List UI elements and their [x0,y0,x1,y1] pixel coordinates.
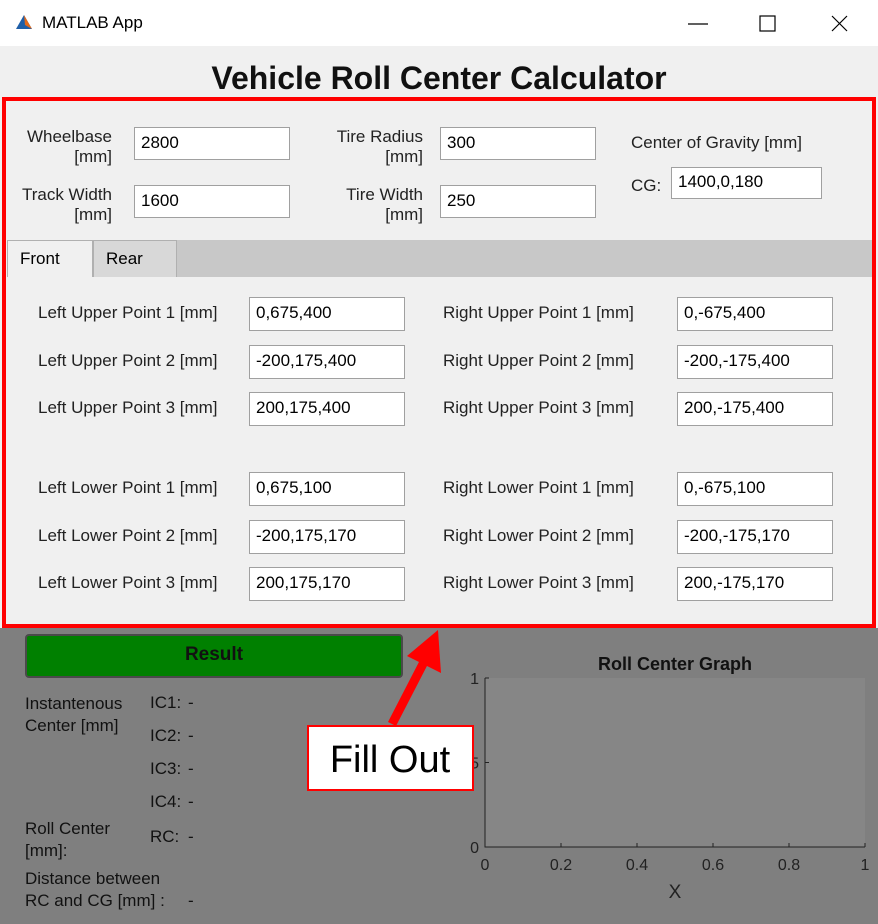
x-tick-label: 0.2 [550,857,572,874]
point-label: Left Upper Point 2 [mm] [38,351,218,370]
text-input[interactable]: 200,175,400 [249,392,405,426]
annotation-text: Fill Out [330,739,451,781]
point-label: Right Lower Point 1 [mm] [443,478,634,497]
field-label: Tire Width [346,185,423,204]
point-label: Right Upper Point 3 [mm] [443,398,634,417]
x-axis-label: X [669,882,682,903]
ic-value: - [188,759,194,778]
ic-value: - [188,726,194,745]
ic-name: IC3: [150,759,182,778]
text-input[interactable]: 200,175,170 [249,567,405,601]
app-title: Vehicle Roll Center Calculator [211,60,667,96]
distance-label: Distance between [25,869,161,888]
graph-title: Roll Center Graph [598,654,752,674]
ic-name: IC4: [150,792,182,811]
text-input[interactable]: 200,-175,400 [677,392,833,426]
text-input[interactable]: 1600 [134,185,290,218]
text-input[interactable]: 250 [440,185,596,218]
rc-label: Roll Center [25,819,111,838]
cg-label: CG: [631,176,662,195]
ic-value: - [188,693,194,712]
ic-name: IC1: [150,693,182,712]
text-input[interactable]: -200,-175,170 [677,520,833,554]
rc-label: [mm]: [25,841,68,860]
window-controls [688,15,848,32]
window-title: MATLAB App [42,13,143,32]
point-label: Right Lower Point 2 [mm] [443,526,634,545]
text-input[interactable]: 0,675,400 [249,297,405,331]
tab[interactable]: Rear [93,240,177,277]
x-tick-label: 0 [481,857,490,874]
x-tick-label: 0.6 [702,857,724,874]
title-bar: MATLAB App [0,0,878,46]
text-input[interactable]: 0,-675,400 [677,297,833,331]
point-label: Right Upper Point 1 [mm] [443,303,634,322]
cg-heading: Center of Gravity [mm] [631,133,802,152]
point-label: Left Lower Point 2 [mm] [38,526,218,545]
close-button[interactable] [831,15,848,32]
ic-name: IC2: [150,726,182,745]
tab[interactable]: Front [7,240,93,277]
point-label: Left Lower Point 1 [mm] [38,478,218,497]
text-input[interactable]: 2800 [134,127,290,160]
point-label: Left Lower Point 3 [mm] [38,573,218,592]
field-label: Wheelbase [26,127,112,146]
maximize-button[interactable] [759,15,776,32]
app-icon [16,15,32,29]
distance-label: RC and CG [mm] : [25,891,165,910]
point-label: Right Upper Point 2 [mm] [443,351,634,370]
annotation-box [307,725,474,791]
field-label: [mm] [385,205,423,224]
field-label: Track Width [21,185,112,204]
ic-label: Instantenous [25,694,123,713]
rc-name: RC: [150,827,180,846]
annotation-arrowhead [407,630,441,673]
y-tick-label: 1 [470,671,479,688]
result-button[interactable]: Result [25,634,403,678]
annotation-arrow [388,657,429,727]
field-label: Tire Radius [336,127,423,146]
field-label: [mm] [385,147,423,166]
highlight-frame [2,97,876,628]
text-input[interactable]: -200,175,400 [249,345,405,379]
distance-value: - [188,891,194,910]
text-input[interactable]: 0,-675,100 [677,472,833,506]
ic-value: - [188,792,194,811]
y-tick-label: 0 [470,840,479,857]
field-label: [mm] [74,147,112,166]
point-label: Left Upper Point 1 [mm] [38,303,218,322]
text-input[interactable]: -200,-175,400 [677,345,833,379]
text-input[interactable]: -200,175,170 [249,520,405,554]
x-tick-label: 1 [861,857,870,874]
x-tick-label: 0.4 [626,857,648,874]
field-label: [mm] [74,205,112,224]
point-label: Left Upper Point 3 [mm] [38,398,218,417]
text-input[interactable]: 200,-175,170 [677,567,833,601]
rc-value: - [188,827,194,846]
text-input[interactable]: 300 [440,127,596,160]
point-label: Right Lower Point 3 [mm] [443,573,634,592]
text-input[interactable]: 0,675,100 [249,472,405,506]
ic-label: Center [mm] [25,716,119,735]
plot-area [485,678,865,847]
text-input[interactable]: 1400,0,180 [671,167,822,199]
x-tick-label: 0.8 [778,857,800,874]
